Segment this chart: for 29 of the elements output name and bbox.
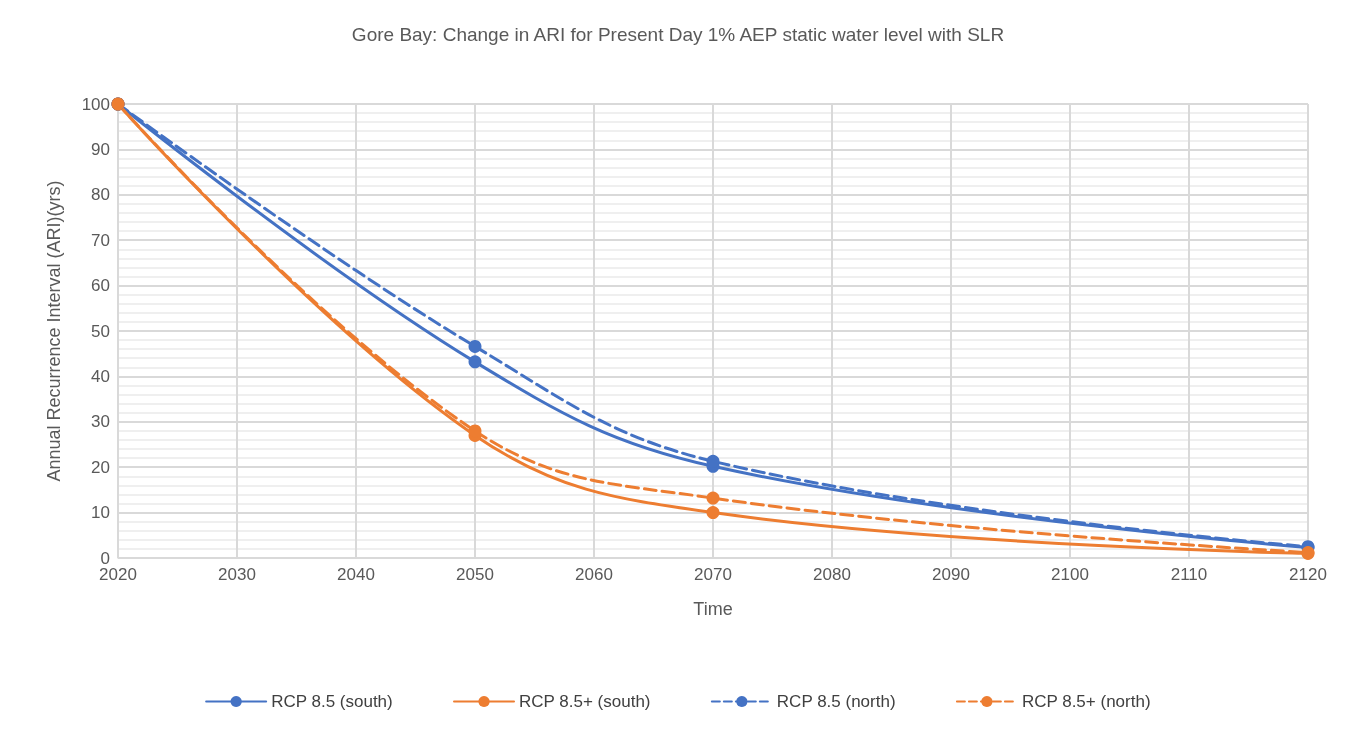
x-tick-label: 2090: [932, 565, 970, 584]
y-tick-label: 0: [100, 548, 110, 568]
x-tick-label: 2030: [218, 565, 256, 584]
legend-label: RCP 8.5 (north): [776, 692, 896, 711]
x-tick-label: 2040: [337, 565, 375, 584]
y-tick-label: 100: [81, 94, 110, 114]
legend-label: RCP 8.5 (south): [271, 692, 393, 711]
y-tick-label: 90: [91, 139, 110, 159]
legend-label: RCP 8.5+ (south): [519, 692, 651, 711]
y-tick-label: 40: [91, 366, 110, 386]
y-tick-label: 70: [91, 230, 110, 250]
x-tick-label: 2110: [1170, 565, 1208, 584]
y-tick-label: 10: [91, 503, 110, 523]
chart-title: Gore Bay: Change in ARI for Present Day 1% AEP static water level with SLR: [351, 24, 1005, 45]
x-tick-label: 2020: [99, 565, 137, 584]
y-axis-title: Annual Recurrence Interval (ARI)(yrs): [44, 180, 64, 482]
y-tick-label: 60: [91, 276, 110, 296]
y-tick-label: 30: [91, 412, 110, 432]
x-axis-title: Time: [693, 599, 733, 619]
y-tick-label: 20: [91, 457, 110, 477]
y-tick-label: 80: [91, 185, 110, 205]
y-tick-label: 50: [91, 321, 110, 341]
x-tick-label: 2080: [813, 565, 851, 584]
x-tick-label: 2050: [456, 565, 494, 584]
x-tick-label: 2070: [694, 565, 732, 584]
x-tick-label: 2120: [1289, 565, 1327, 584]
x-tick-label: 2060: [575, 565, 613, 584]
legend-label: RCP 8.5+ (north): [1021, 692, 1151, 711]
x-tick-label: 2100: [1051, 565, 1089, 584]
